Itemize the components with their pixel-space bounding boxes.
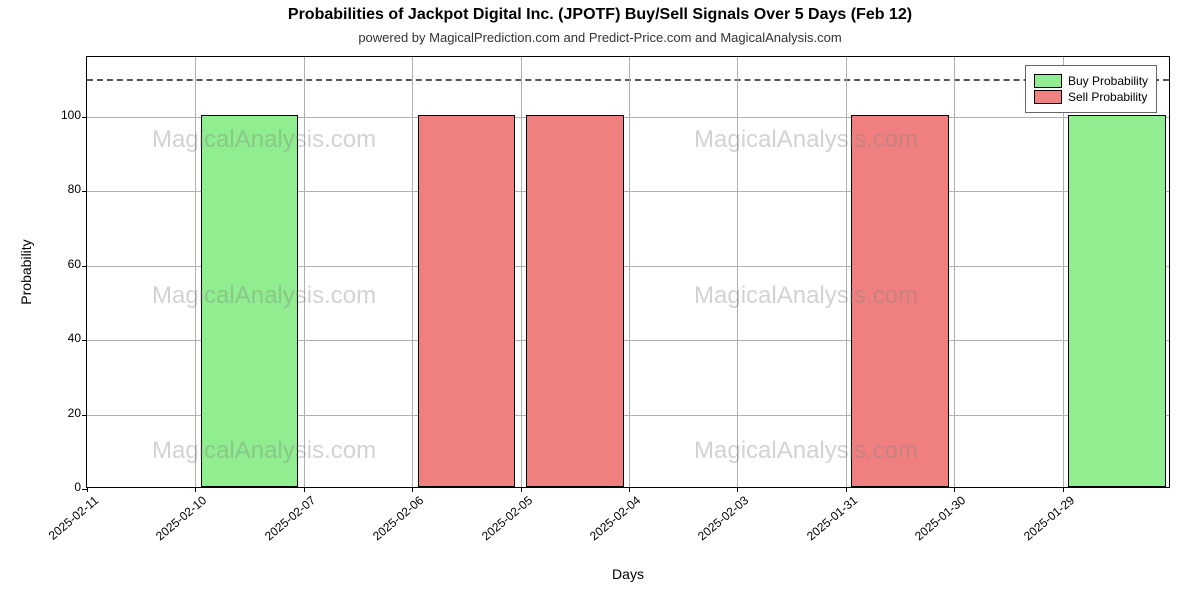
grid-line-v bbox=[629, 57, 630, 487]
threshold-line bbox=[87, 79, 1169, 81]
chart-subtitle: powered by MagicalPrediction.com and Pre… bbox=[0, 30, 1200, 45]
grid-line-v bbox=[846, 57, 847, 487]
x-tick-label: 2025-02-11 bbox=[87, 487, 101, 504]
y-tick-label: 100 bbox=[61, 108, 87, 122]
grid-line-v bbox=[412, 57, 413, 487]
chart-container: Probabilities of Jackpot Digital Inc. (J… bbox=[0, 0, 1200, 600]
legend-swatch bbox=[1034, 90, 1062, 104]
x-tick-label: 2025-02-04 bbox=[629, 487, 643, 504]
x-axis-label: Days bbox=[86, 566, 1170, 582]
chart-title: Probabilities of Jackpot Digital Inc. (J… bbox=[0, 6, 1200, 24]
bar bbox=[418, 115, 516, 487]
bar bbox=[201, 115, 299, 487]
legend-swatch bbox=[1034, 74, 1062, 88]
x-tick-mark bbox=[846, 487, 847, 492]
x-tick-mark bbox=[737, 487, 738, 492]
legend-label: Sell Probability bbox=[1068, 90, 1147, 104]
x-tick-mark bbox=[87, 487, 88, 492]
grid-line-v bbox=[737, 57, 738, 487]
legend-label: Buy Probability bbox=[1068, 74, 1148, 88]
plot-area: 0204060801002025-02-112025-02-102025-02-… bbox=[86, 56, 1170, 488]
bar bbox=[851, 115, 949, 487]
grid-line-v bbox=[304, 57, 305, 487]
x-tick-label: 2025-01-30 bbox=[954, 487, 968, 504]
x-tick-label: 2025-02-07 bbox=[304, 487, 318, 504]
x-tick-mark bbox=[1063, 487, 1064, 492]
x-tick-mark bbox=[629, 487, 630, 492]
bar bbox=[526, 115, 624, 487]
x-tick-label: 2025-02-10 bbox=[195, 487, 209, 504]
y-tick-label: 40 bbox=[68, 331, 87, 345]
x-tick-mark bbox=[521, 487, 522, 492]
x-tick-mark bbox=[195, 487, 196, 492]
bar bbox=[1068, 115, 1166, 487]
y-tick-label: 80 bbox=[68, 182, 87, 196]
x-tick-mark bbox=[412, 487, 413, 492]
legend-item: Buy Probability bbox=[1034, 74, 1148, 88]
y-tick-label: 60 bbox=[68, 257, 87, 271]
x-tick-mark bbox=[304, 487, 305, 492]
x-tick-label: 2025-01-31 bbox=[846, 487, 860, 504]
x-tick-label: 2025-02-05 bbox=[521, 487, 535, 504]
x-tick-label: 2025-02-03 bbox=[737, 487, 751, 504]
x-tick-label: 2025-02-06 bbox=[412, 487, 426, 504]
y-axis-label: Probability bbox=[18, 239, 34, 304]
grid-line-v bbox=[1063, 57, 1064, 487]
legend-item: Sell Probability bbox=[1034, 90, 1148, 104]
x-tick-label: 2025-01-29 bbox=[1063, 487, 1077, 504]
grid-line-v bbox=[521, 57, 522, 487]
legend: Buy Probability Sell Probability bbox=[1025, 65, 1157, 113]
y-tick-label: 20 bbox=[68, 406, 87, 420]
grid-line-v bbox=[195, 57, 196, 487]
grid-line-v bbox=[954, 57, 955, 487]
x-tick-mark bbox=[954, 487, 955, 492]
y-tick-label: 0 bbox=[74, 480, 87, 494]
